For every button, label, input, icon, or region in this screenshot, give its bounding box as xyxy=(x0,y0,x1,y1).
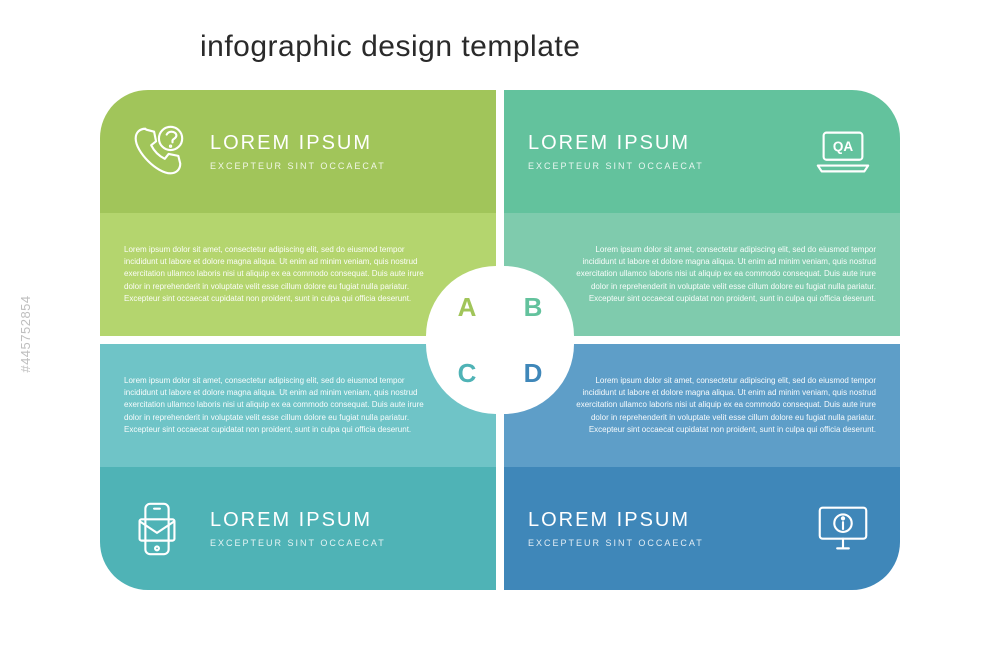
panel-a-heading: LOREM IPSUM EXCEPTEUR SINT OCCAECAT xyxy=(210,132,472,171)
panel-d-title: LOREM IPSUM xyxy=(528,509,690,532)
stock-watermark: #445752854 xyxy=(18,295,33,372)
panel-d: Lorem ipsum dolor sit amet, consectetur … xyxy=(504,344,900,590)
panel-c-header: LOREM IPSUM EXCEPTEUR SINT OCCAECAT xyxy=(100,467,496,590)
infographic-grid: LOREM IPSUM EXCEPTEUR SINT OCCAECAT Lore… xyxy=(100,90,900,590)
panel-c-body: Lorem ipsum dolor sit amet, consectetur … xyxy=(124,375,424,437)
panel-a-body: Lorem ipsum dolor sit amet, consectetur … xyxy=(124,244,424,306)
panel-c-title: LOREM IPSUM xyxy=(210,509,372,532)
panel-b: LOREM IPSUM EXCEPTEUR SINT OCCAECAT QA L… xyxy=(504,90,900,336)
panel-b-body: Lorem ipsum dolor sit amet, consectetur … xyxy=(576,244,876,306)
panel-b-header: LOREM IPSUM EXCEPTEUR SINT OCCAECAT QA xyxy=(504,90,900,213)
page-title: infographic design template xyxy=(0,0,1000,64)
panel-b-title: LOREM IPSUM xyxy=(528,132,690,155)
panel-a-header: LOREM IPSUM EXCEPTEUR SINT OCCAECAT xyxy=(100,90,496,213)
panel-d-header: LOREM IPSUM EXCEPTEUR SINT OCCAECAT xyxy=(504,467,900,590)
monitor-info-icon xyxy=(810,496,876,562)
svg-text:QA: QA xyxy=(833,139,854,154)
panel-b-heading: LOREM IPSUM EXCEPTEUR SINT OCCAECAT xyxy=(528,132,790,171)
panel-c: Lorem ipsum dolor sit amet, consectetur … xyxy=(100,344,496,590)
panel-d-heading: LOREM IPSUM EXCEPTEUR SINT OCCAECAT xyxy=(528,509,790,548)
panel-b-subtitle: EXCEPTEUR SINT OCCAECAT xyxy=(528,161,704,171)
panel-c-subtitle: EXCEPTEUR SINT OCCAECAT xyxy=(210,538,386,548)
mobile-mail-icon xyxy=(124,496,190,562)
panel-d-subtitle: EXCEPTEUR SINT OCCAECAT xyxy=(528,538,704,548)
panel-a-title: LOREM IPSUM xyxy=(210,132,372,155)
panel-a-subtitle: EXCEPTEUR SINT OCCAECAT xyxy=(210,161,386,171)
laptop-qa-icon: QA xyxy=(810,119,876,185)
panel-a: LOREM IPSUM EXCEPTEUR SINT OCCAECAT Lore… xyxy=(100,90,496,336)
phone-question-icon xyxy=(124,119,190,185)
panel-c-heading: LOREM IPSUM EXCEPTEUR SINT OCCAECAT xyxy=(210,509,472,548)
panel-d-body: Lorem ipsum dolor sit amet, consectetur … xyxy=(576,375,876,437)
